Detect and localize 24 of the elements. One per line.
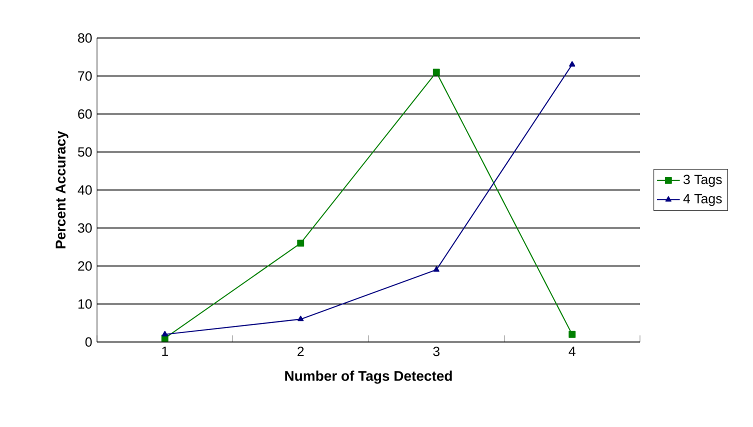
- y-tick-label: 30: [78, 223, 92, 233]
- y-tick-label: 10: [78, 299, 92, 309]
- y-axis-title: Percent Accuracy: [56, 130, 68, 248]
- y-tick-label: 0: [85, 337, 92, 347]
- point: [568, 330, 576, 338]
- y-tick-label: 70: [78, 71, 92, 81]
- x-tick-label: 1: [162, 346, 168, 356]
- point: [162, 330, 168, 336]
- y-tick-label: 40: [78, 185, 92, 195]
- point: [297, 240, 304, 247]
- point: [432, 68, 440, 76]
- x-tick-label: 3: [433, 346, 440, 356]
- y-tick-label: 50: [78, 147, 92, 157]
- x-tick-label: 2: [298, 346, 304, 356]
- y-tick-label: 80: [78, 33, 92, 43]
- point: [433, 266, 440, 272]
- point: [569, 61, 576, 67]
- x-axis-title: Number of Tags Detected: [285, 370, 452, 384]
- point: [298, 316, 304, 322]
- legend-label: 4 Tags: [683, 194, 722, 206]
- y-tick-label: 20: [78, 261, 92, 271]
- x-tick-label: 4: [568, 346, 576, 356]
- legend-label: 3 Tags: [683, 174, 722, 187]
- y-tick-label: 60: [78, 109, 92, 119]
